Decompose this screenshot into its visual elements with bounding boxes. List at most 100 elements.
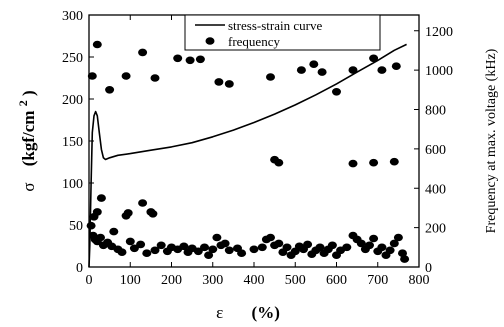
x-tick-label: 0 bbox=[86, 273, 93, 288]
frequency-point bbox=[274, 158, 284, 167]
y2-tick-label: 1200 bbox=[425, 25, 453, 40]
frequency-point bbox=[123, 209, 133, 217]
frequency-point bbox=[125, 237, 135, 246]
y-axis-symbol: σ bbox=[19, 182, 38, 191]
frequency-point bbox=[356, 239, 366, 248]
y-tick-label: 200 bbox=[62, 93, 83, 108]
frequency-point bbox=[266, 233, 275, 242]
frequency-point bbox=[389, 239, 399, 248]
frequency-point bbox=[121, 72, 131, 80]
frequency-point bbox=[150, 74, 160, 82]
frequency-point bbox=[309, 60, 319, 68]
frequency-point bbox=[369, 54, 379, 63]
frequency-point bbox=[185, 56, 195, 65]
frequency-point bbox=[136, 240, 146, 249]
frequency-point bbox=[315, 243, 325, 252]
legend-label-frequency: frequency bbox=[228, 34, 280, 49]
frequency-point bbox=[342, 243, 352, 252]
frequency-point bbox=[296, 66, 306, 74]
frequency-point bbox=[385, 246, 395, 255]
frequency-point bbox=[87, 72, 97, 80]
x-tick-label: 100 bbox=[120, 273, 141, 288]
x-axis-title: ε (%) bbox=[216, 303, 280, 322]
frequency-point bbox=[369, 158, 379, 167]
frequency-point bbox=[237, 249, 247, 257]
y2-tick-label: 200 bbox=[425, 222, 446, 237]
frequency-point bbox=[173, 54, 183, 63]
x-axis-symbol: ε bbox=[216, 303, 223, 322]
frequency-point bbox=[96, 194, 106, 202]
frequency-point bbox=[92, 208, 102, 216]
y-tick-label: 100 bbox=[62, 177, 83, 192]
y2-tick-label: 800 bbox=[425, 104, 446, 119]
x-tick-label: 200 bbox=[161, 273, 182, 288]
frequency-point bbox=[389, 157, 399, 166]
frequency-point bbox=[129, 244, 139, 253]
legend-label-stress-strain: stress-strain curve bbox=[228, 18, 322, 33]
frequency-point bbox=[208, 245, 218, 254]
frequency-point bbox=[150, 246, 160, 255]
x-tick-label: 800 bbox=[409, 273, 430, 288]
frequency-point bbox=[249, 245, 259, 254]
y-tick-label: 250 bbox=[62, 51, 83, 66]
frequency-point bbox=[193, 247, 203, 256]
y-tick-label: 50 bbox=[69, 219, 83, 234]
y-tick-label: 300 bbox=[62, 9, 83, 24]
frequency-point bbox=[214, 78, 224, 86]
x-tick-label: 500 bbox=[285, 273, 306, 288]
frequency-point bbox=[274, 239, 284, 248]
frequency-point bbox=[138, 48, 148, 57]
y-tick-label: 150 bbox=[62, 135, 83, 150]
y-axis-unit: (kgf/cm bbox=[19, 111, 38, 167]
frequency-point bbox=[224, 246, 234, 255]
frequency-point bbox=[138, 199, 148, 207]
frequency-point bbox=[142, 249, 152, 257]
frequency-point bbox=[348, 66, 358, 74]
frequency-point bbox=[391, 62, 401, 70]
y-axis-unit-superscript: 2 bbox=[16, 100, 30, 106]
y-tick-label: 0 bbox=[76, 261, 83, 276]
frequency-point bbox=[156, 241, 166, 250]
frequency-point bbox=[109, 227, 119, 236]
frequency-point bbox=[117, 248, 127, 256]
frequency-point bbox=[282, 243, 292, 252]
frequency-point bbox=[369, 234, 379, 243]
frequency-point bbox=[105, 86, 115, 94]
frequency-point bbox=[257, 243, 267, 252]
frequency-point bbox=[266, 73, 275, 81]
frequency-point bbox=[332, 88, 341, 96]
frequency-point bbox=[224, 80, 234, 88]
frequency-point bbox=[398, 249, 407, 257]
x-axis-unit: (%) bbox=[252, 303, 280, 322]
frequency-point bbox=[200, 243, 209, 252]
x-tick-label: 700 bbox=[367, 273, 388, 288]
frequency-point bbox=[365, 241, 374, 250]
frequency-point bbox=[92, 40, 102, 49]
frequency-point bbox=[348, 159, 358, 168]
frequency-point bbox=[86, 221, 96, 230]
y2-tick-label: 600 bbox=[425, 143, 446, 158]
legend-marker-swatch bbox=[205, 37, 215, 45]
frequency-point bbox=[179, 242, 189, 251]
y2-tick-label: 1000 bbox=[425, 64, 453, 79]
frequency-point bbox=[317, 68, 327, 76]
frequency-point bbox=[148, 210, 158, 218]
x-tick-label: 400 bbox=[244, 273, 265, 288]
plot-series-layer bbox=[86, 40, 410, 268]
stress-strain-line bbox=[88, 43, 407, 268]
frequency-point bbox=[195, 55, 205, 64]
legend: stress-strain curve frequency bbox=[184, 14, 381, 51]
frequency-point bbox=[220, 239, 230, 248]
frequency-point bbox=[204, 251, 214, 259]
frequency-point bbox=[400, 255, 410, 263]
frequency-point bbox=[303, 240, 313, 249]
x-tick-label: 300 bbox=[202, 273, 223, 288]
frequency-point bbox=[212, 233, 222, 242]
frequency-point bbox=[96, 233, 105, 242]
frequency-point bbox=[377, 243, 387, 252]
y2-tick-label: 0 bbox=[425, 261, 432, 276]
axes-layer: 0 100 200 300 400 500 600 700 800050100150200250… bbox=[62, 9, 453, 288]
y-axis-title: σ (kgf/cm 2 ) bbox=[12, 90, 38, 191]
